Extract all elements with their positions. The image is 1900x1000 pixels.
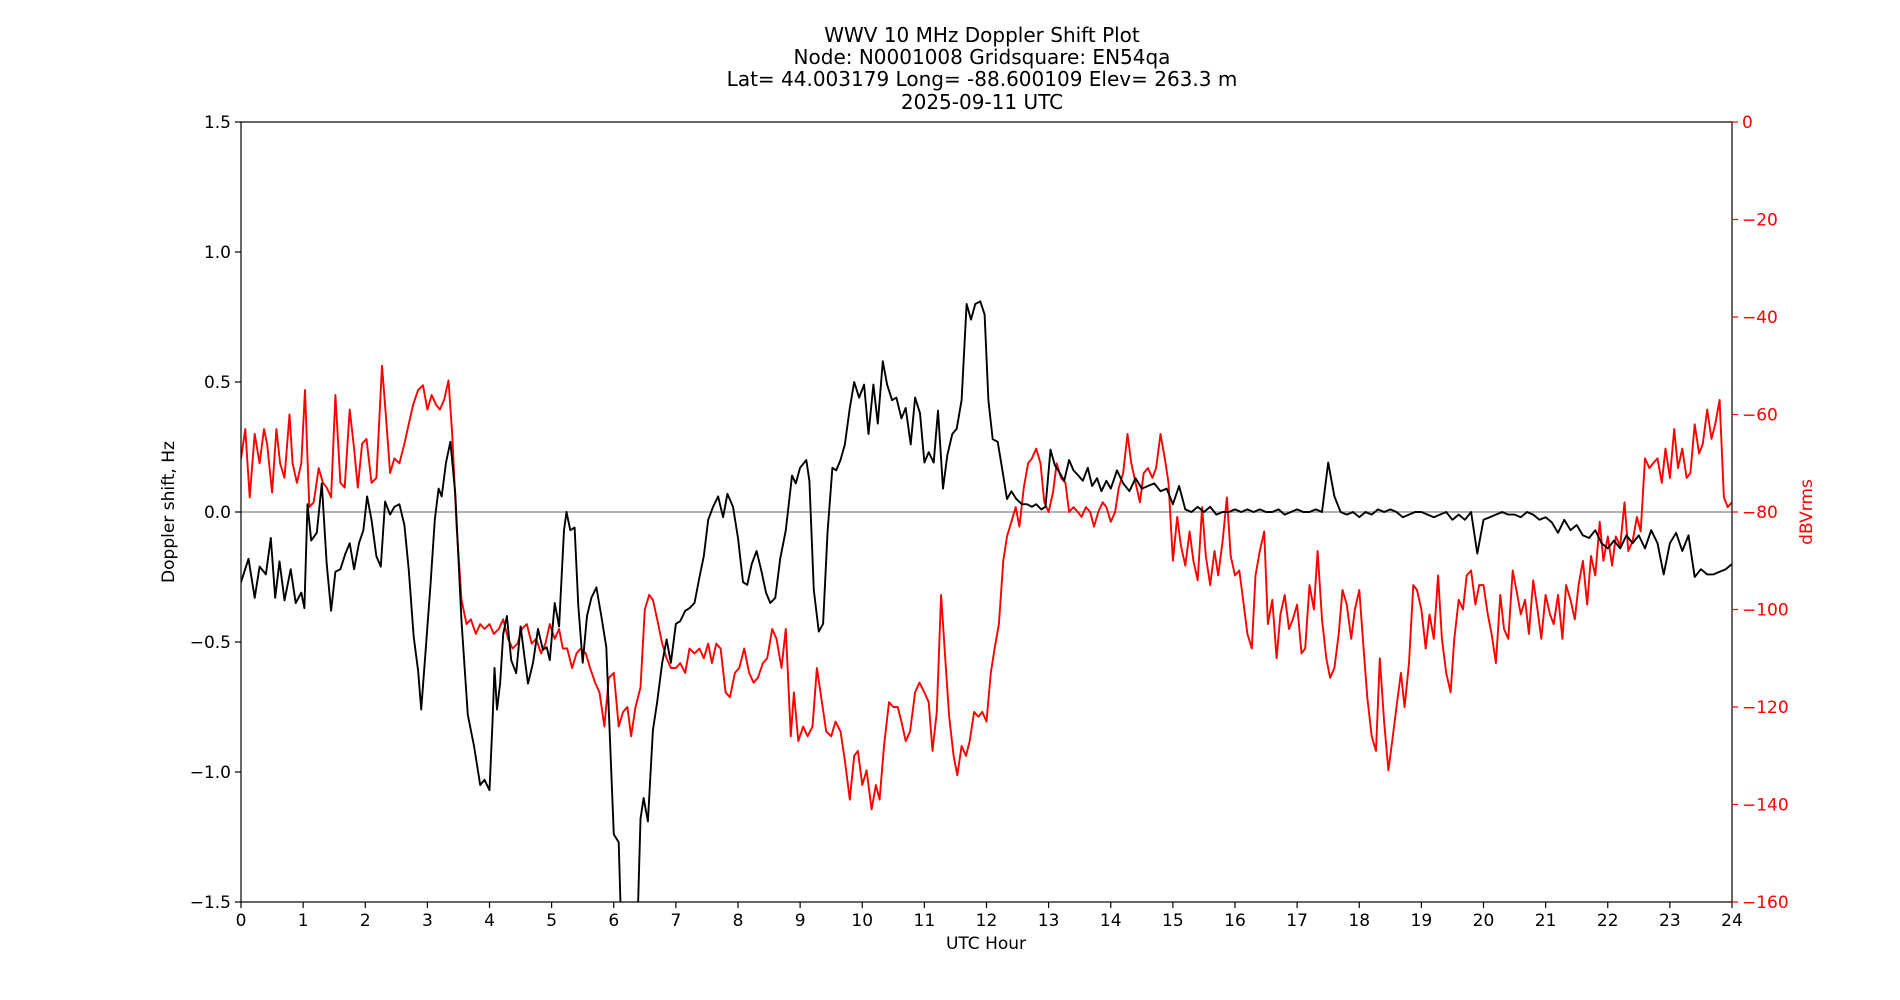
x-tick-label: 11 [914,911,936,931]
y-right-tick-label: −160 [1742,893,1789,913]
title-line-4: 2025-09-11 UTC [901,90,1063,114]
x-tick-label: 8 [733,911,744,931]
chart-title: WWV 10 MHz Doppler Shift Plot Node: N000… [727,23,1238,114]
plot-area [241,300,1732,902]
x-tick-label: 20 [1473,911,1495,931]
title-line-1: WWV 10 MHz Doppler Shift Plot [824,23,1140,47]
x-tick-label: 21 [1535,911,1557,931]
y-right-tick-label: −120 [1742,698,1789,718]
title-line-3: Lat= 44.003179 Long= -88.600109 Elev= 26… [727,67,1238,91]
x-axis-label: UTC Hour [946,934,1026,954]
y-left-tick-label: 0.5 [204,373,231,393]
x-tick-label: 17 [1286,911,1308,931]
x-tick-label: 16 [1224,911,1246,931]
x-tick-label: 15 [1162,911,1184,931]
y-axis-left-label: Doppler shift, Hz [159,441,179,583]
x-tick-label: 22 [1597,911,1619,931]
y-left-tick-label: 1.0 [204,243,231,263]
y-axis-left: 1.5 1.0 0.5 0.0 −0.5 −1.0 −1.5 [190,113,241,913]
x-tick-label: 4 [484,911,495,931]
x-tick-label: 24 [1721,911,1743,931]
x-tick-label: 18 [1348,911,1370,931]
plot-clip-group [241,300,1732,902]
doppler-series-line [241,300,1732,902]
y-left-tick-label: −0.5 [190,633,231,653]
y-right-tick-label: −100 [1742,601,1789,621]
x-tick-label: 0 [236,911,247,931]
x-axis: 0 1 2 3 4 5 6 7 8 9 10 11 12 13 14 15 16 17 18 19 20 21 22 23 24 [236,902,1743,931]
y-right-tick-label: −60 [1742,406,1778,426]
y-right-tick-label: −40 [1742,308,1778,328]
y-left-tick-label: −1.0 [190,763,231,783]
y-left-tick-label: 1.5 [204,113,231,133]
x-tick-label: 9 [795,911,806,931]
y-right-tick-label: 0 [1742,113,1753,133]
x-tick-label: 7 [670,911,681,931]
x-tick-label: 19 [1411,911,1433,931]
y-left-tick-label: −1.5 [190,893,231,913]
y-axis-right: 0 −20 −40 −60 −80 −100 −120 −140 −160 [1732,113,1789,913]
y-right-tick-label: −80 [1742,503,1778,523]
title-line-2: Node: N0001008 Gridsquare: EN54qa [794,45,1171,69]
y-right-tick-label: −20 [1742,211,1778,231]
x-tick-label: 6 [608,911,619,931]
x-tick-label: 5 [546,911,557,931]
x-tick-label: 2 [360,911,371,931]
x-tick-label: 1 [298,911,309,931]
x-tick-label: 23 [1659,911,1681,931]
x-tick-label: 13 [1038,911,1060,931]
y-axis-right-label: dBVrms [1797,479,1817,545]
y-right-tick-label: −140 [1742,796,1789,816]
x-tick-label: 3 [422,911,433,931]
x-tick-label: 10 [851,911,873,931]
y-left-tick-label: 0.0 [204,503,231,523]
x-tick-label: 14 [1100,911,1122,931]
power-series-line [241,364,1732,811]
x-tick-label: 12 [976,911,998,931]
